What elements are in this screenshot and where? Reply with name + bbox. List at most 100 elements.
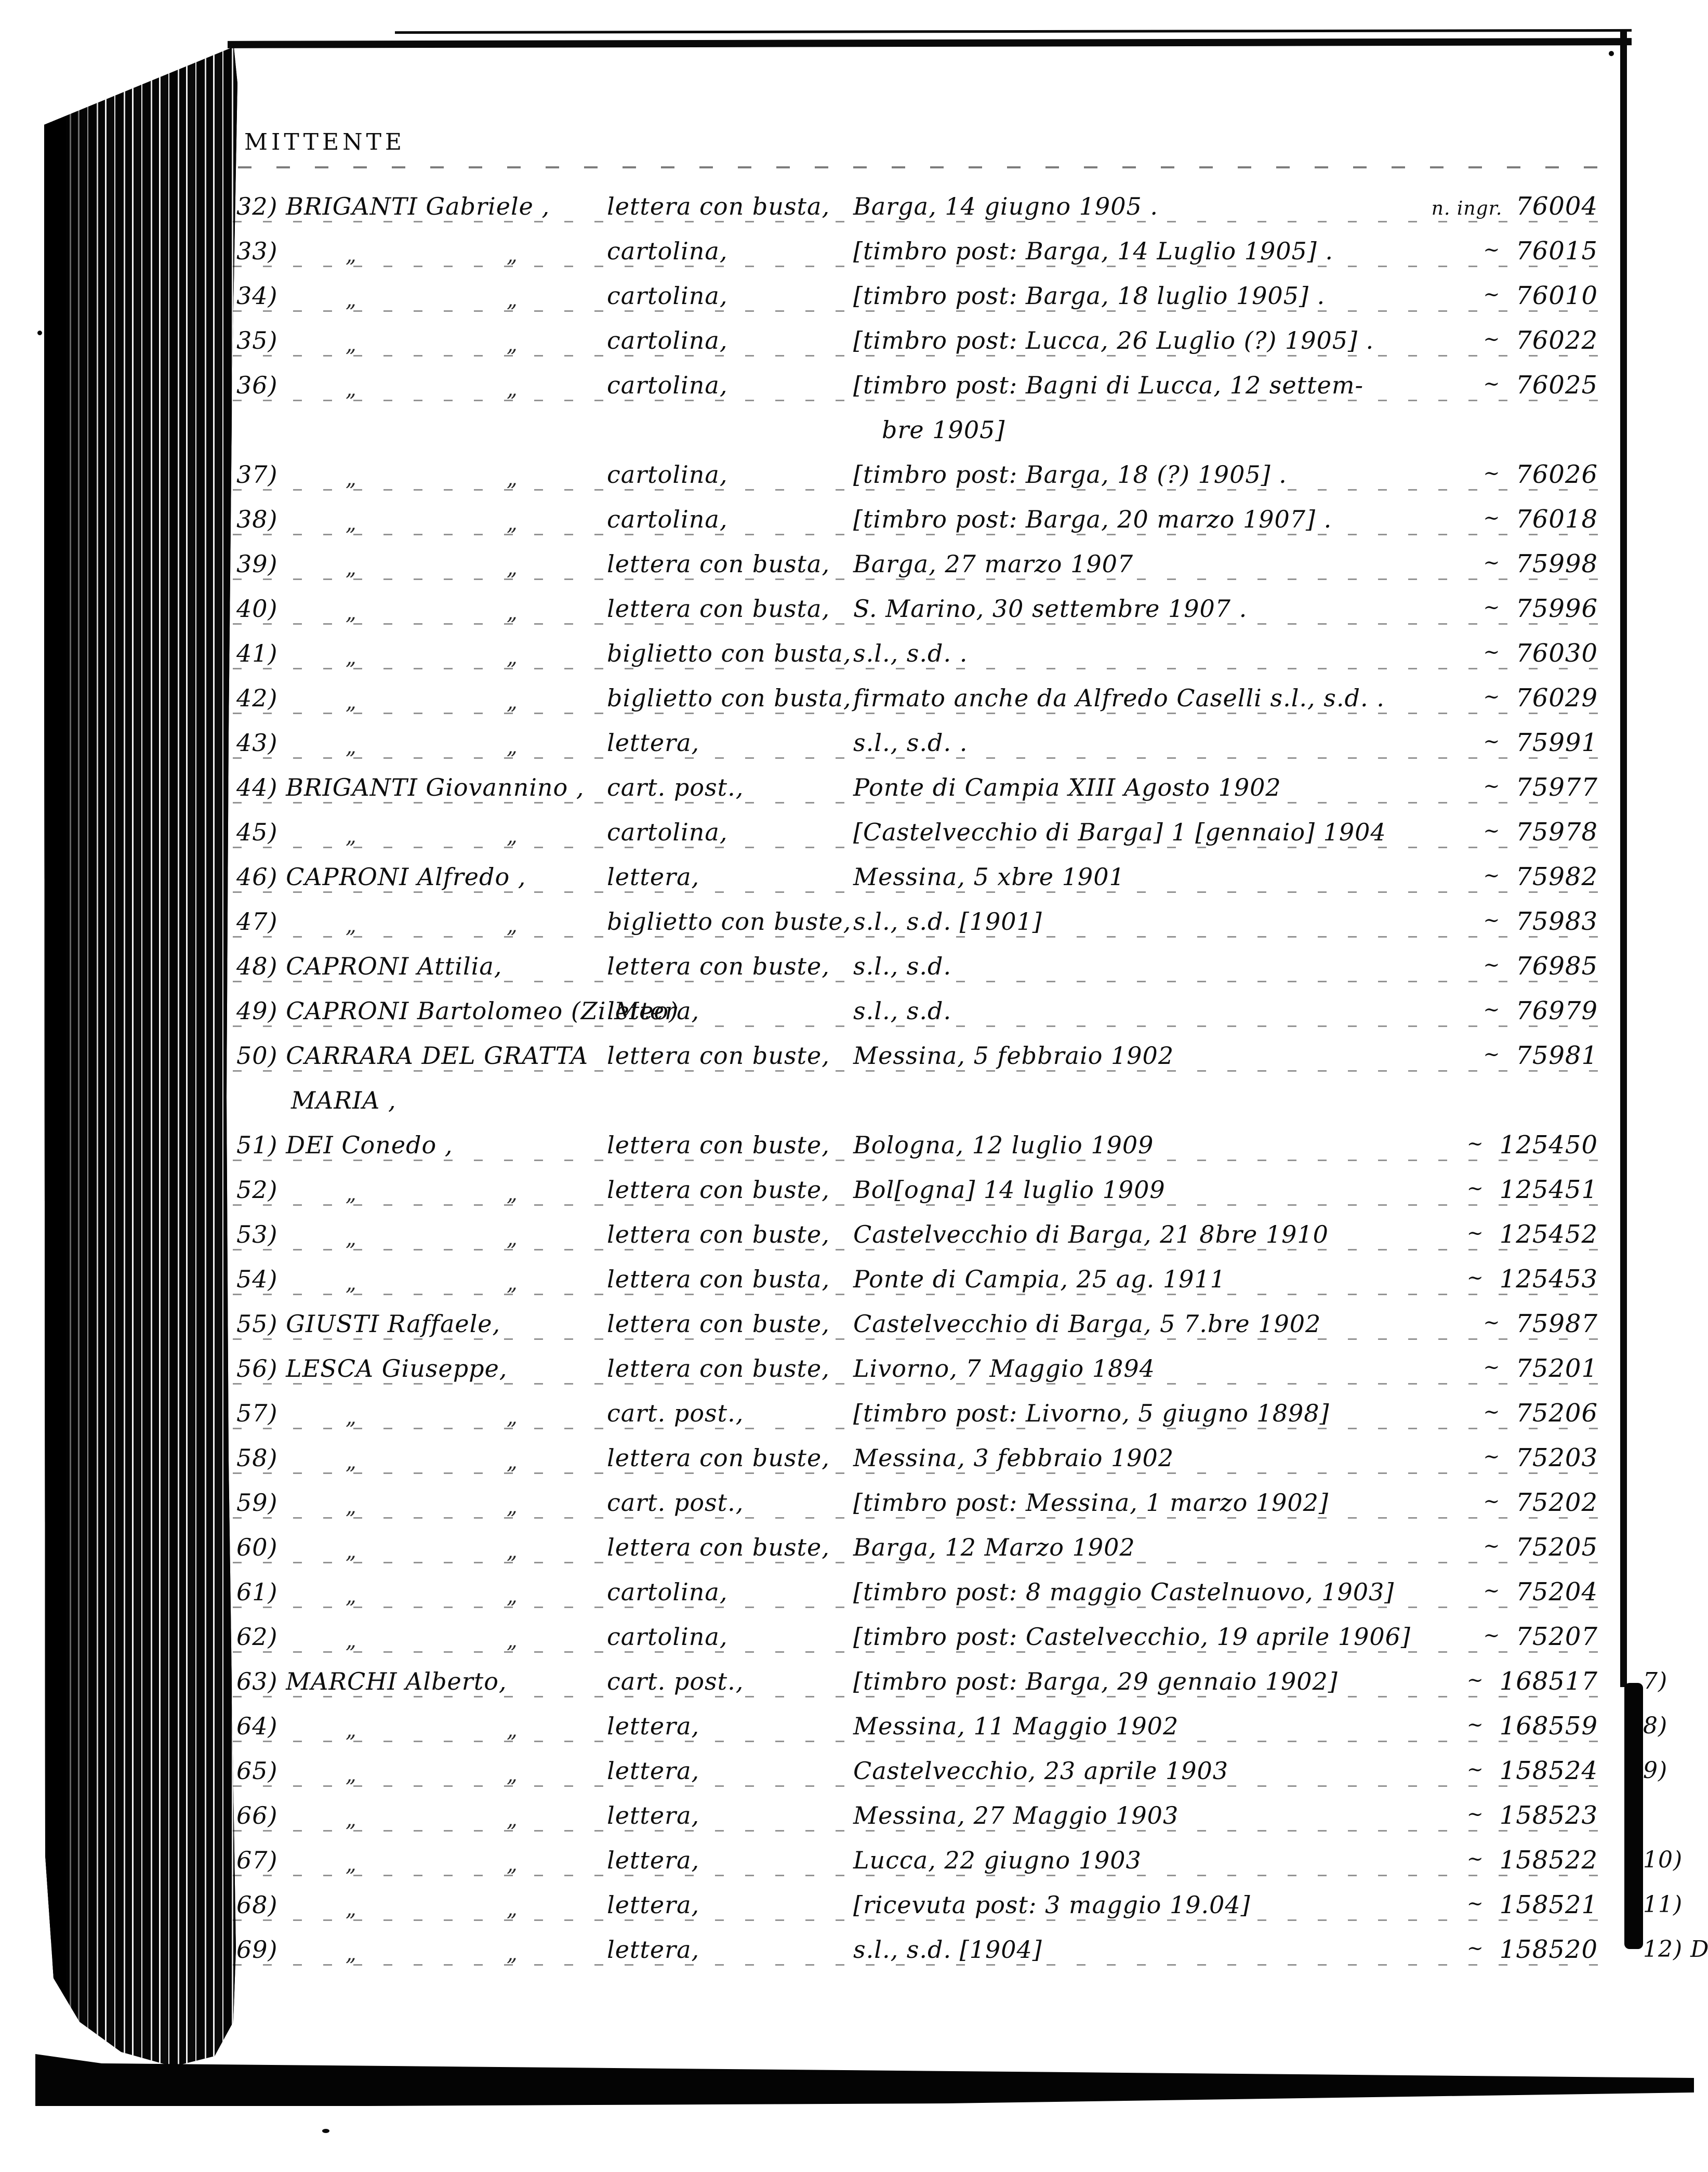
ditto-mark: „ xyxy=(507,1942,518,1966)
inventory-number: ~75202 xyxy=(1320,1480,1598,1525)
register-row: 32) BRIGANTI Gabriele , lettera con busta… xyxy=(0,184,1708,229)
inventory-number-value: 76010 xyxy=(1516,281,1598,310)
page-right-border xyxy=(1620,29,1627,1687)
place-and-date: [ricevuta post: 3 maggio 19.04] xyxy=(853,1891,1251,1919)
document-type: lettera con buste, xyxy=(607,1042,830,1070)
register-row: 37) „ „ cartolina, [timbro post: Barga, 18 (… xyxy=(0,452,1708,497)
inventory-number-value: 76018 xyxy=(1516,505,1598,534)
margin-note: 10) xyxy=(1643,1847,1683,1873)
place-and-date: s.l., s.d. . xyxy=(853,639,968,667)
document-type: cartolina, xyxy=(607,237,728,265)
document-type: lettera, xyxy=(607,1936,700,1964)
sender-ditto-marks: „ „ xyxy=(236,899,603,944)
check-mark: ~ xyxy=(1483,909,1501,931)
register-row: 53) „ „ lettera con buste, Castelvecchio di … xyxy=(0,1212,1708,1257)
entry-number-and-sender: 47) xyxy=(236,907,278,936)
sender-ditto-marks: „ „ xyxy=(236,1838,603,1883)
sender-ditto-marks: „ „ xyxy=(236,810,603,854)
inventory-number-value: 76015 xyxy=(1516,236,1598,266)
register-row: 62) „ „ cartolina, [timbro post: Castelvecch… xyxy=(0,1614,1708,1659)
ditto-mark: „ xyxy=(507,467,518,491)
inventory-number-value: 75987 xyxy=(1516,1309,1598,1338)
inventory-number: ~125453 xyxy=(1320,1257,1598,1301)
sender-ditto-marks: „ „ xyxy=(236,229,603,273)
place-and-date: firmato anche da Alfredo Caselli s.l., s… xyxy=(853,684,1385,712)
inventory-number: ~76030 xyxy=(1320,631,1598,676)
document-type: lettera, xyxy=(607,1891,700,1919)
document-type: cart. post., xyxy=(607,1489,744,1517)
inventory-number-value: 75978 xyxy=(1516,818,1598,847)
inventory-number: ~158520 xyxy=(1320,1927,1598,1972)
ditto-mark: „ xyxy=(507,1852,518,1876)
ditto-mark: „ xyxy=(346,1808,357,1832)
register-row: 69) „ „ lettera, s.l., s.d. [1904] ~158520 12)… xyxy=(0,1927,1708,1972)
ditto-mark: „ xyxy=(346,511,357,535)
ditto-mark: „ xyxy=(346,1539,357,1563)
document-type: lettera con busta, xyxy=(607,1265,830,1293)
inventory-number: ~75205 xyxy=(1320,1525,1598,1570)
inventory-number: ~75982 xyxy=(1320,854,1598,899)
entry-number-and-sender: 67) xyxy=(236,1846,278,1874)
document-type: cartolina, xyxy=(607,326,728,354)
register-row: 57) „ „ cart. post., [timbro post: Livorno, … xyxy=(0,1391,1708,1436)
place-and-date: [timbro post: Castelvecchio, 19 aprile 1… xyxy=(853,1623,1411,1651)
margin-note: 12) D xyxy=(1643,1936,1708,1963)
register-row: 59) „ „ cart. post., [timbro post: Messina, … xyxy=(0,1480,1708,1525)
ditto-mark: „ xyxy=(507,914,518,938)
ditto-mark: „ xyxy=(346,646,357,669)
register-row: 43) „ „ lettera, s.l., s.d. . ~75991 xyxy=(0,720,1708,765)
entry-number-and-sender: 34) xyxy=(236,282,278,310)
place-and-date: Castelvecchio di Barga, 21 8bre 1910 xyxy=(853,1220,1329,1248)
ruled-line xyxy=(233,534,1599,535)
inventory-number-value: 75207 xyxy=(1516,1622,1598,1651)
page-top-border xyxy=(227,38,1632,48)
register-row: 52) „ „ lettera con buste, Bol[ogna] 14 lugl… xyxy=(0,1167,1708,1212)
ruled-line xyxy=(233,1562,1599,1563)
page-right-border-thick xyxy=(1624,1683,1643,1949)
document-type: cartolina, xyxy=(607,505,728,533)
ditto-mark: „ xyxy=(346,556,357,580)
sender-ditto-marks: „ „ xyxy=(236,1704,603,1748)
inventory-number-value: 75991 xyxy=(1516,728,1598,757)
sender-ditto-marks: „ „ xyxy=(236,1883,603,1927)
place-and-date: s.l., s.d. [1901] xyxy=(853,907,1042,936)
inventory-number: ~75981 xyxy=(1320,1033,1598,1078)
inventory-number: ~75206 xyxy=(1320,1391,1598,1436)
ditto-mark: „ xyxy=(507,288,518,312)
register-row: 50) CARRARA DEL GRATTA lettera con buste,… xyxy=(0,1033,1708,1078)
check-mark: ~ xyxy=(1483,372,1501,395)
register-row: 66) „ „ lettera, Messina, 27 Maggio 1903 ~158… xyxy=(0,1793,1708,1838)
check-mark: ~ xyxy=(1483,1043,1501,1065)
place-and-date: Bol[ogna] 14 luglio 1909 xyxy=(853,1176,1166,1204)
ditto-mark: „ xyxy=(507,243,518,267)
inventory-number: ~75203 xyxy=(1320,1436,1598,1480)
ruled-line xyxy=(233,1875,1599,1876)
place-and-date: Messina, 11 Maggio 1902 xyxy=(853,1712,1179,1740)
entry-number-and-sender: 56) LESCA Giuseppe, xyxy=(236,1354,508,1383)
ditto-mark: „ xyxy=(346,735,357,759)
ditto-mark: „ xyxy=(507,556,518,580)
check-mark: ~ xyxy=(1483,1400,1501,1423)
ditto-mark: „ xyxy=(346,243,357,267)
inventory-number: ~158521 xyxy=(1320,1883,1598,1927)
entry-number-and-sender: 68) xyxy=(236,1891,278,1919)
place-and-date: Ponte di Campia XIII Agosto 1902 xyxy=(853,773,1281,801)
check-mark: ~ xyxy=(1483,283,1501,306)
inventory-number: ~75978 xyxy=(1320,810,1598,854)
document-type: biglietto con buste, xyxy=(607,907,852,936)
sender-ditto-marks: „ „ xyxy=(236,318,603,363)
ruled-line xyxy=(233,1249,1599,1250)
ditto-mark: „ xyxy=(507,1227,518,1250)
entry-number-and-sender: 62) xyxy=(236,1623,278,1651)
inventory-number-value: 158523 xyxy=(1499,1801,1598,1830)
register-row: 46) CAPRONI Alfredo , lettera, Messina, 5 … xyxy=(0,854,1708,899)
document-type: biglietto con busta, xyxy=(607,684,852,712)
inventory-number: n. ingr. 76004 xyxy=(1320,184,1598,229)
entry-number-and-sender: 58) xyxy=(236,1444,278,1472)
check-mark: ~ xyxy=(1483,1490,1501,1512)
ruled-line xyxy=(233,713,1599,714)
inventory-number: ~75998 xyxy=(1320,542,1598,586)
inventory-number-value: 76026 xyxy=(1516,460,1598,489)
register-row: 40) „ „ lettera con busta, S. Marino, 30 set… xyxy=(0,586,1708,631)
ruled-line xyxy=(233,623,1599,625)
